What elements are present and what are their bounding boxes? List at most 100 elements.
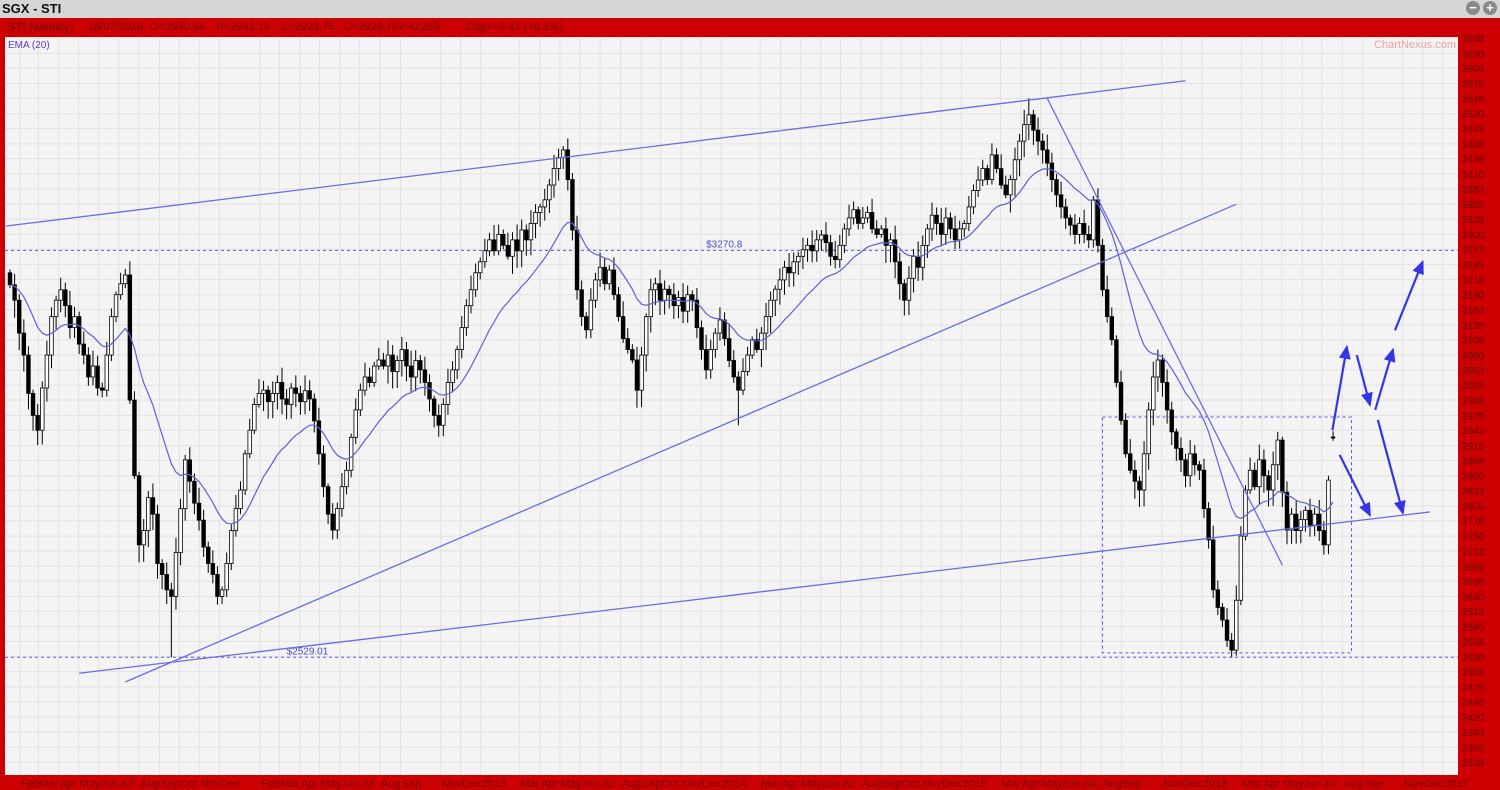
x-tick-label: Mar (39, 778, 58, 790)
candle (67, 290, 73, 339)
candle-body (335, 508, 340, 531)
candle-body (173, 552, 179, 597)
candle-body (680, 297, 686, 312)
candle-body (547, 184, 552, 201)
zoom-in-button[interactable]: + (1483, 1, 1497, 15)
candle-body (694, 299, 700, 329)
candle (939, 208, 944, 246)
candle-body (528, 223, 534, 241)
candle (252, 397, 257, 435)
candle-body (708, 349, 713, 371)
candle (1081, 209, 1087, 244)
candle (113, 291, 119, 323)
y-tick-label: 3658 (1462, 34, 1485, 45)
candle-body (796, 255, 801, 263)
x-tick-label: Mar (1243, 778, 1262, 790)
candle (436, 404, 441, 437)
candle-body (602, 266, 607, 285)
y-tick-label: 2338 (1462, 758, 1485, 769)
candle-body (298, 393, 303, 403)
candle-body (975, 179, 981, 191)
candle-body (588, 299, 594, 331)
x-tick-label: Aug (1343, 778, 1363, 790)
candle (1132, 460, 1138, 499)
candle (906, 266, 912, 316)
candle-body (584, 316, 589, 331)
x-tick-label: Dec (1424, 778, 1444, 790)
candle (1257, 444, 1262, 505)
candle-body (1280, 439, 1285, 493)
candle (597, 252, 603, 288)
candle-body (1155, 359, 1161, 378)
y-tick-label: 3190 (1462, 291, 1485, 302)
candle-body (1086, 233, 1091, 241)
candle (293, 375, 299, 408)
candle-body (948, 217, 953, 230)
candle (934, 207, 939, 235)
candle (842, 223, 847, 254)
candle-body (1312, 513, 1317, 526)
candle (1243, 485, 1248, 541)
candle-body (1215, 589, 1221, 608)
x-tick-label: 2014 (722, 778, 746, 790)
candle (325, 483, 331, 525)
candle-body (782, 266, 787, 281)
candle (1017, 133, 1022, 177)
candle-body (1293, 513, 1299, 531)
candle-body (1303, 509, 1308, 521)
candle (1003, 175, 1008, 199)
candle-body (86, 354, 91, 378)
candle (478, 257, 483, 280)
candle (869, 198, 875, 234)
candle-body (1058, 194, 1064, 208)
candle-body (1298, 519, 1303, 531)
candle (1326, 475, 1331, 555)
candle-body (81, 343, 86, 356)
x-tick-label: Dec (461, 778, 481, 790)
candle (35, 403, 40, 446)
candle (685, 285, 690, 323)
y-tick-label: 2530 (1462, 653, 1485, 664)
candle-body (478, 261, 483, 274)
candle-body (713, 332, 718, 350)
y-tick-label: 2750 (1462, 532, 1485, 543)
candle-body (1247, 469, 1253, 491)
candle-body (676, 297, 681, 307)
candle-body (1192, 453, 1197, 466)
candle (284, 389, 289, 420)
candle-body (454, 349, 460, 371)
candle (791, 252, 796, 287)
x-tick-label: Apr (541, 778, 558, 790)
x-tick-label: Dec (220, 778, 240, 790)
candle-body (1123, 419, 1128, 455)
candle-body (740, 371, 746, 391)
candle-body (353, 409, 358, 438)
candle (256, 379, 262, 408)
y-tick-label: 2365 (1462, 743, 1485, 754)
candle-body (399, 349, 405, 361)
candle-body (224, 563, 229, 591)
x-tick-label: Feb (261, 778, 280, 790)
candle-body (229, 530, 234, 564)
x-tick-label: Jul (120, 778, 134, 790)
y-tick-label: 3053 (1462, 366, 1485, 377)
candle (1054, 174, 1059, 207)
zoom-out-button[interactable]: − (1466, 1, 1480, 15)
candle (823, 222, 829, 253)
candle (879, 225, 884, 238)
y-tick-label: 2695 (1462, 562, 1485, 573)
candle (846, 204, 852, 237)
candle (182, 454, 188, 521)
candle-body (1326, 479, 1331, 546)
x-tick-label: Jul (601, 778, 615, 790)
candle (344, 461, 349, 495)
candle-body (551, 168, 557, 186)
candle (620, 301, 626, 343)
candle (404, 341, 409, 382)
candle (994, 148, 999, 173)
candle (1160, 354, 1165, 397)
candle-body (1229, 639, 1234, 651)
candle-body (1252, 469, 1257, 488)
candle (676, 290, 681, 319)
